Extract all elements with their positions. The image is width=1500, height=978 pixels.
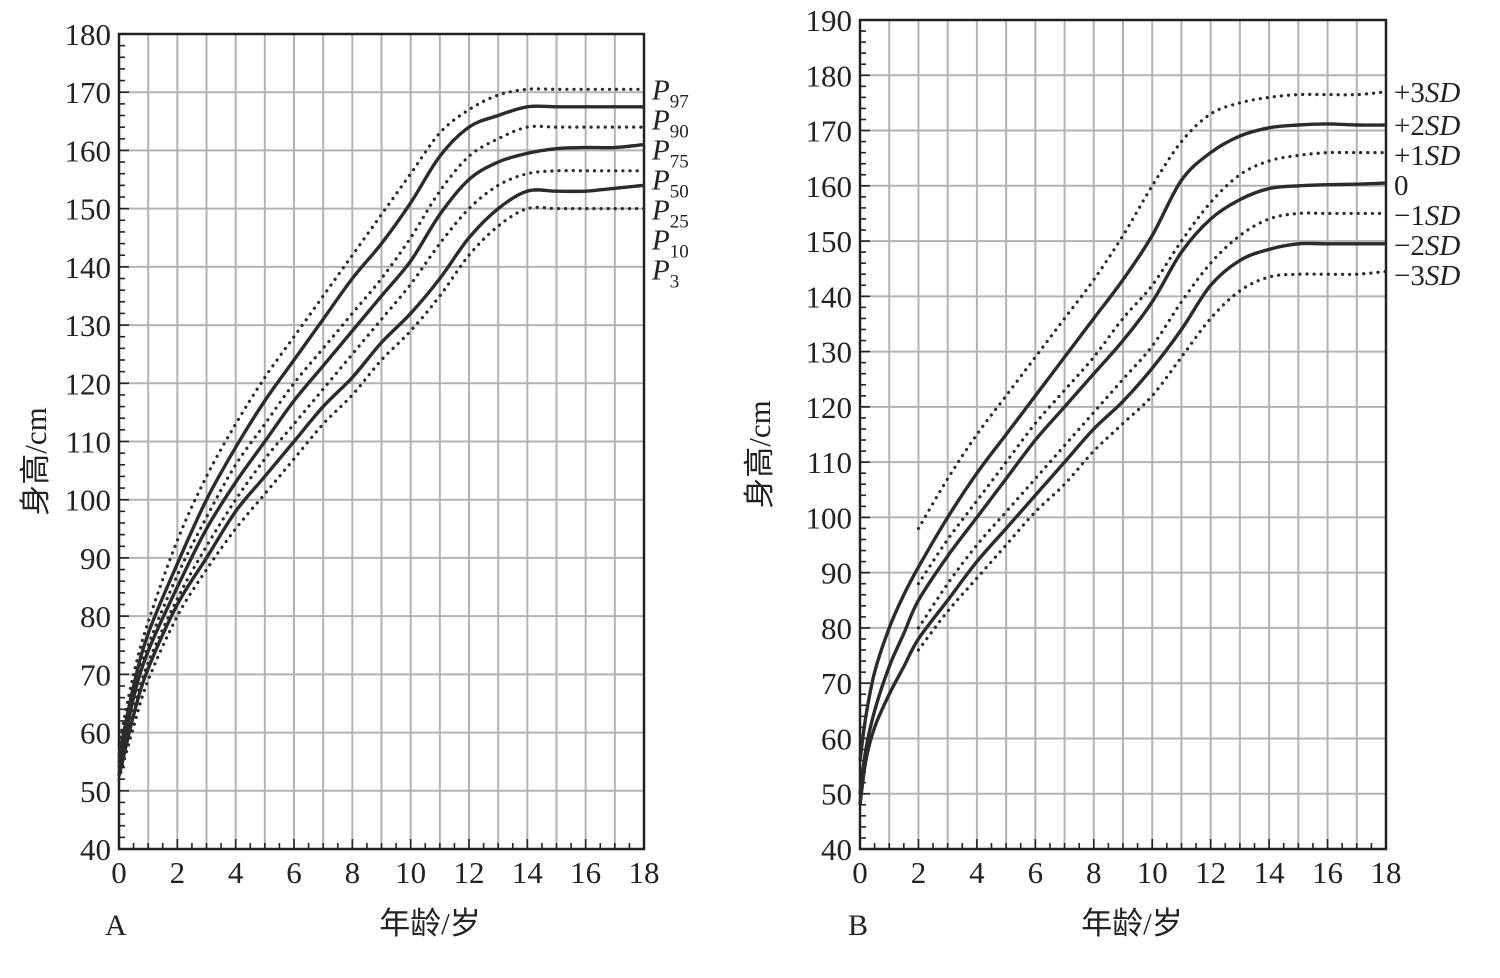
y-tick-label: 90 xyxy=(821,556,852,591)
panel-label: A xyxy=(105,909,127,942)
x-tick-label: 8 xyxy=(345,855,361,890)
panel-b: 4050607080901001101201301401501601701801… xyxy=(742,3,1460,942)
series-group xyxy=(117,87,646,781)
y-tick-label: 150 xyxy=(806,224,853,259)
series-group xyxy=(858,90,1388,806)
series-label: 0 xyxy=(1394,170,1409,202)
x-tick-label: 18 xyxy=(1371,855,1402,890)
y-tick-label: 160 xyxy=(65,133,112,168)
y-tick-label: 140 xyxy=(806,279,853,314)
x-tick-label: 10 xyxy=(395,855,426,890)
x-tick-label: 16 xyxy=(1312,855,1343,890)
y-tick-label: 70 xyxy=(821,666,852,701)
x-tick-label: 10 xyxy=(1137,855,1168,890)
y-tick-label: 170 xyxy=(806,114,853,149)
y-tick-label: 180 xyxy=(65,17,112,52)
x-tick-label: 14 xyxy=(512,855,544,890)
y-tick-label: 70 xyxy=(80,657,111,692)
series-line-0 xyxy=(858,181,1387,794)
series-line-minus3sd xyxy=(916,269,1388,652)
series-label: P97 xyxy=(651,74,689,112)
panel-a: 40 50 60 70 80 90 100 110 120 130 140 150 160 170 180 0… xyxy=(18,17,689,942)
x-tick-label: 8 xyxy=(1086,855,1102,890)
y-tick-label: 120 xyxy=(65,366,112,401)
series-line-p3 xyxy=(117,205,646,781)
x-tick-label: 6 xyxy=(286,855,302,890)
series-line-p25 xyxy=(117,168,646,775)
y-tick-label: 100 xyxy=(806,500,853,535)
y-tick-label: 170 xyxy=(65,75,112,110)
series-line-p50 xyxy=(117,142,645,768)
x-axis-title: 年龄/岁 xyxy=(1081,906,1183,941)
x-tick-label: 2 xyxy=(170,855,186,890)
series-label: P10 xyxy=(651,224,689,262)
y-tick-label: 150 xyxy=(65,192,112,227)
x-tick-label: 12 xyxy=(1195,855,1226,890)
series-line-plus1sd xyxy=(916,150,1388,586)
series-label: +2SD xyxy=(1394,110,1460,142)
y-tick-label: 80 xyxy=(821,611,852,646)
y-tick-label: 90 xyxy=(80,541,111,576)
y-tick-label: 190 xyxy=(806,3,853,38)
x-tick-label: 0 xyxy=(111,855,127,890)
x-axis-title: 年龄/岁 xyxy=(379,906,481,941)
x-tick-label: 14 xyxy=(1254,855,1286,890)
series-label: +3SD xyxy=(1394,77,1460,109)
y-tick-label: 50 xyxy=(821,777,852,812)
x-tick-label: 2 xyxy=(911,855,927,890)
y-tick-label: 100 xyxy=(65,483,112,518)
y-tick-label: 160 xyxy=(806,169,853,204)
y-tick-label: 130 xyxy=(806,335,853,370)
grid xyxy=(118,33,645,850)
series-label: +1SD xyxy=(1394,140,1460,172)
x-tick-label: 12 xyxy=(454,855,485,890)
series-line-p90 xyxy=(117,104,645,757)
series-line-plus2sd xyxy=(858,122,1387,761)
y-tick-label: 40 xyxy=(821,832,852,867)
series-label: P75 xyxy=(651,134,689,172)
plot-frame xyxy=(117,32,646,851)
y-tick-label: 40 xyxy=(80,832,111,867)
x-tick-label: 4 xyxy=(228,855,244,890)
y-tick-label: 120 xyxy=(806,390,853,425)
series-line-minus2sd xyxy=(858,241,1386,806)
series-label: P25 xyxy=(651,194,689,232)
y-tick-label: 50 xyxy=(80,774,111,809)
y-tick-label: 180 xyxy=(806,58,853,93)
y-tick-label: 80 xyxy=(80,599,111,634)
series-label: −1SD xyxy=(1394,200,1460,232)
y-tick-label: 60 xyxy=(80,716,111,751)
series-line-p97 xyxy=(117,87,646,746)
x-tick-label: 0 xyxy=(852,855,868,890)
series-label: −3SD xyxy=(1394,260,1460,292)
y-axis-title: 身高/cm xyxy=(18,407,53,516)
panel-label: B xyxy=(848,909,868,942)
y-axis-title: 身高/cm xyxy=(742,400,777,509)
series-label: −2SD xyxy=(1394,230,1460,262)
y-tick-label: 140 xyxy=(65,250,112,285)
y-tick-label: 110 xyxy=(807,445,852,480)
grid xyxy=(859,19,1387,850)
y-tick-label: 110 xyxy=(66,425,111,460)
y-tick-label: 60 xyxy=(821,721,852,756)
plot-frame xyxy=(858,18,1388,851)
x-tick-label: 18 xyxy=(629,855,660,890)
x-tick-label: 16 xyxy=(570,855,601,890)
series-label: P3 xyxy=(651,254,679,292)
series-label: P90 xyxy=(651,104,689,142)
series-line-p75 xyxy=(117,124,646,764)
y-tick-label: 130 xyxy=(65,308,112,343)
series-label: P50 xyxy=(651,164,689,202)
x-tick-label: 6 xyxy=(1028,855,1044,890)
series-line-p10 xyxy=(117,183,645,777)
x-tick-label: 4 xyxy=(969,855,985,890)
